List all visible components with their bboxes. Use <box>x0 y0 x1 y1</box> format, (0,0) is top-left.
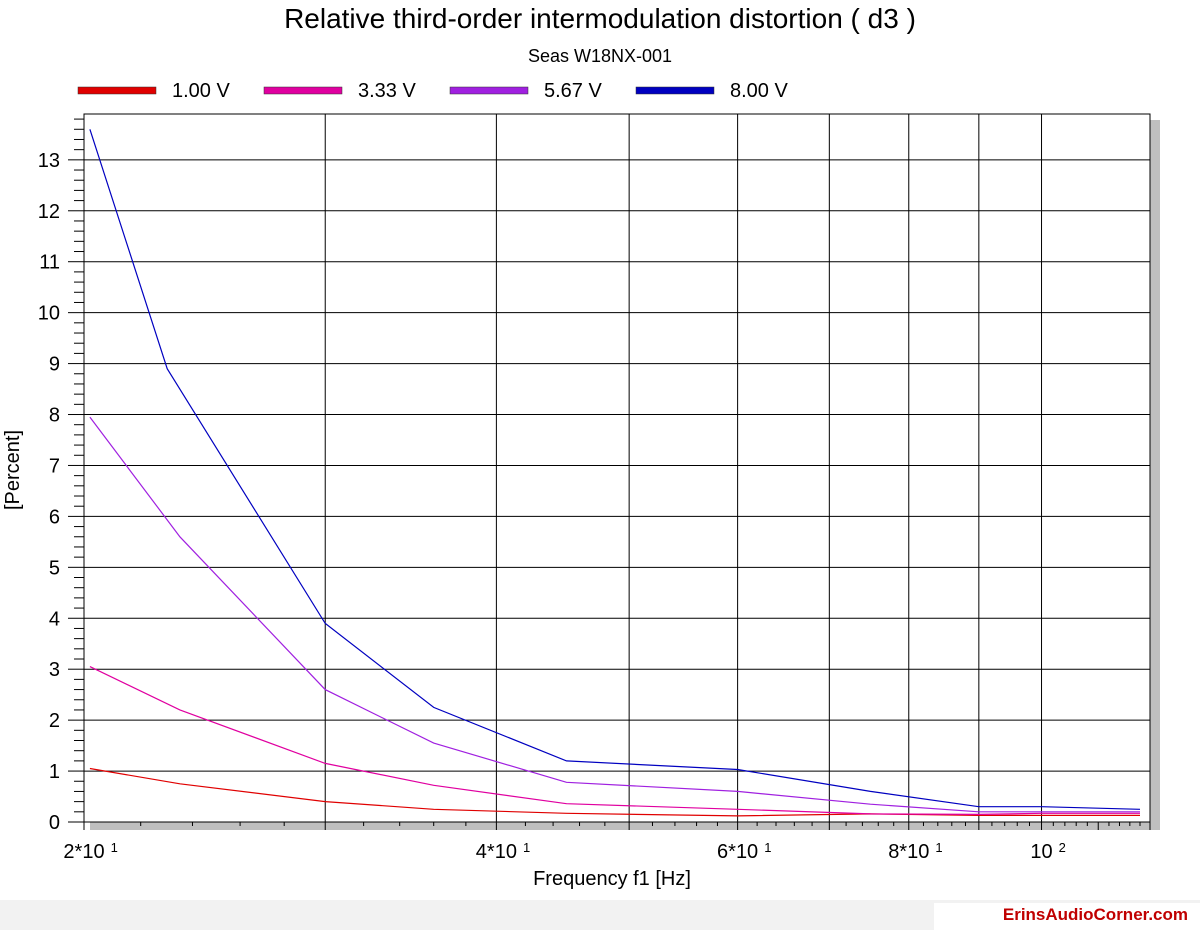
legend-swatch <box>635 86 715 95</box>
y-tick-label: 4 <box>49 608 60 630</box>
y-tick-label: 6 <box>49 506 60 528</box>
x-tick-label: 8*10 <box>888 841 929 863</box>
watermark-text: ErinsAudioCorner.com <box>1002 905 1188 924</box>
x-tick-label: 2*10 <box>63 841 104 863</box>
legend-label: 1.00 V <box>172 80 230 102</box>
y-tick-label: 3 <box>49 659 60 681</box>
legend: 1.00 V 3.33 V 5.67 V 8.00 V <box>77 80 788 102</box>
y-tick-label: 1 <box>49 761 60 783</box>
legend-label: 3.33 V <box>358 80 416 102</box>
x-tick-exponent: 1 <box>935 840 942 855</box>
x-tick-labels: 2*10 1 4*10 1 6*10 1 8*10 1 10 2 <box>63 840 1065 863</box>
plot-area <box>83 113 1151 823</box>
y-tick-label: 9 <box>49 354 60 376</box>
series-line <box>89 666 1140 816</box>
legend-swatch <box>449 86 529 95</box>
legend-label: 8.00 V <box>730 80 788 102</box>
minor-ticks <box>68 118 1151 830</box>
series-line <box>89 416 1140 813</box>
y-tick-label: 8 <box>49 405 60 427</box>
legend-swatch <box>77 86 157 95</box>
series-line <box>89 129 1141 810</box>
x-tick-label: 4*10 <box>476 841 517 863</box>
legend-label: 5.67 V <box>544 80 602 102</box>
legend-swatch <box>263 86 343 95</box>
x-tick-label: 10 <box>1030 841 1052 863</box>
y-tick-label: 2 <box>49 710 60 732</box>
series-lines <box>89 129 1141 817</box>
y-tick-label: 7 <box>49 455 60 477</box>
footer-box <box>934 903 1200 930</box>
series-line <box>89 767 1140 817</box>
y-tick-label: 12 <box>38 201 60 223</box>
y-tick-label: 10 <box>38 303 60 325</box>
x-tick-exponent: 1 <box>111 840 118 855</box>
x-axis-label: Frequency f1 [Hz] <box>533 868 691 890</box>
chart-title: Relative third-order intermodulation dis… <box>284 3 916 34</box>
x-tick-exponent: 2 <box>1059 840 1066 855</box>
x-tick-exponent: 1 <box>523 840 530 855</box>
y-tick-label: 0 <box>49 812 60 834</box>
y-tick-label: 5 <box>49 557 60 579</box>
y-tick-label: 13 <box>38 150 60 172</box>
y-tick-label: 11 <box>39 252 60 274</box>
chart-subtitle: Seas W18NX-001 <box>528 46 672 66</box>
grid <box>84 114 1150 822</box>
x-tick-exponent: 1 <box>764 840 771 855</box>
y-axis-label: [Percent] <box>2 430 24 510</box>
x-tick-label: 6*10 <box>717 841 758 863</box>
